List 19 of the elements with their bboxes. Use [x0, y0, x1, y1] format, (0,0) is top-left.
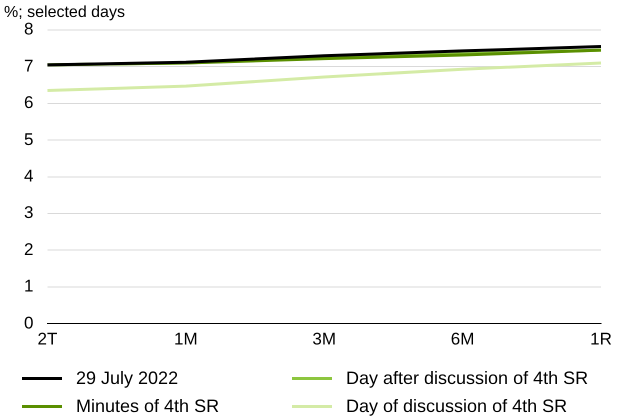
y-tick-label: 6 — [24, 93, 34, 112]
x-tick-label: 1R — [590, 329, 612, 348]
y-tick-label: 8 — [24, 20, 34, 39]
y-tick-label: 0 — [24, 313, 34, 332]
x-tick-label: 1M — [174, 329, 198, 348]
x-tick-label: 3M — [312, 329, 336, 348]
y-tick-label: 1 — [24, 276, 34, 296]
y-tick-label: 2 — [24, 240, 34, 259]
y-tick-label: 4 — [24, 166, 34, 186]
y-tick-label: 3 — [24, 203, 34, 222]
y-tick-label: 7 — [24, 56, 34, 76]
legend-label: Day of discussion of 4th SR — [346, 396, 568, 416]
x-tick-label: 2T — [38, 329, 58, 348]
legend-label: Minutes of 4th SR — [76, 396, 220, 416]
legend-label: 29 July 2022 — [76, 368, 178, 388]
x-tick-label: 6M — [450, 329, 474, 348]
legend-label: Day after discussion of 4th SR — [346, 368, 588, 388]
y-axis-title: %; selected days — [4, 4, 125, 22]
y-tick-label: 5 — [24, 130, 34, 149]
